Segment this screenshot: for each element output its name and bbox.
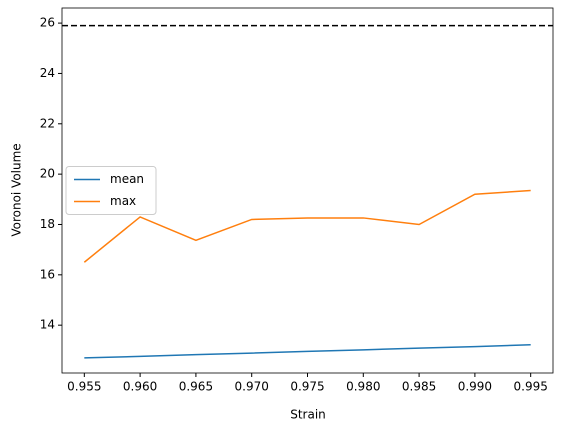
legend-label: max [110, 194, 136, 208]
x-tick-label: 0.970 [235, 380, 269, 394]
y-tick-label: 24 [40, 66, 55, 80]
x-tick-label: 0.960 [123, 380, 157, 394]
legend-box [65, 166, 157, 215]
x-tick-label: 0.985 [402, 380, 436, 394]
x-tick-label: 0.980 [346, 380, 380, 394]
x-tick-label: 0.955 [67, 380, 101, 394]
y-tick-label: 20 [40, 167, 55, 181]
line-series [83, 189, 531, 263]
legend-label: mean [110, 172, 144, 186]
x-axis-label: Strain [290, 408, 326, 422]
line-series [84, 344, 531, 359]
x-tick-label: 0.965 [179, 380, 213, 394]
y-tick-label: 16 [40, 267, 55, 281]
y-tick-label: 14 [40, 318, 55, 332]
x-tick-label: 0.990 [458, 380, 492, 394]
y-tick-label: 26 [40, 16, 55, 30]
y-tick-label: 18 [40, 217, 55, 231]
x-tick-label: 0.975 [290, 380, 324, 394]
plot-frame [61, 7, 554, 374]
x-tick-label: 0.995 [514, 380, 548, 394]
y-axis-label: Voronoi Volume [10, 143, 24, 236]
y-tick-label: 22 [40, 116, 55, 130]
